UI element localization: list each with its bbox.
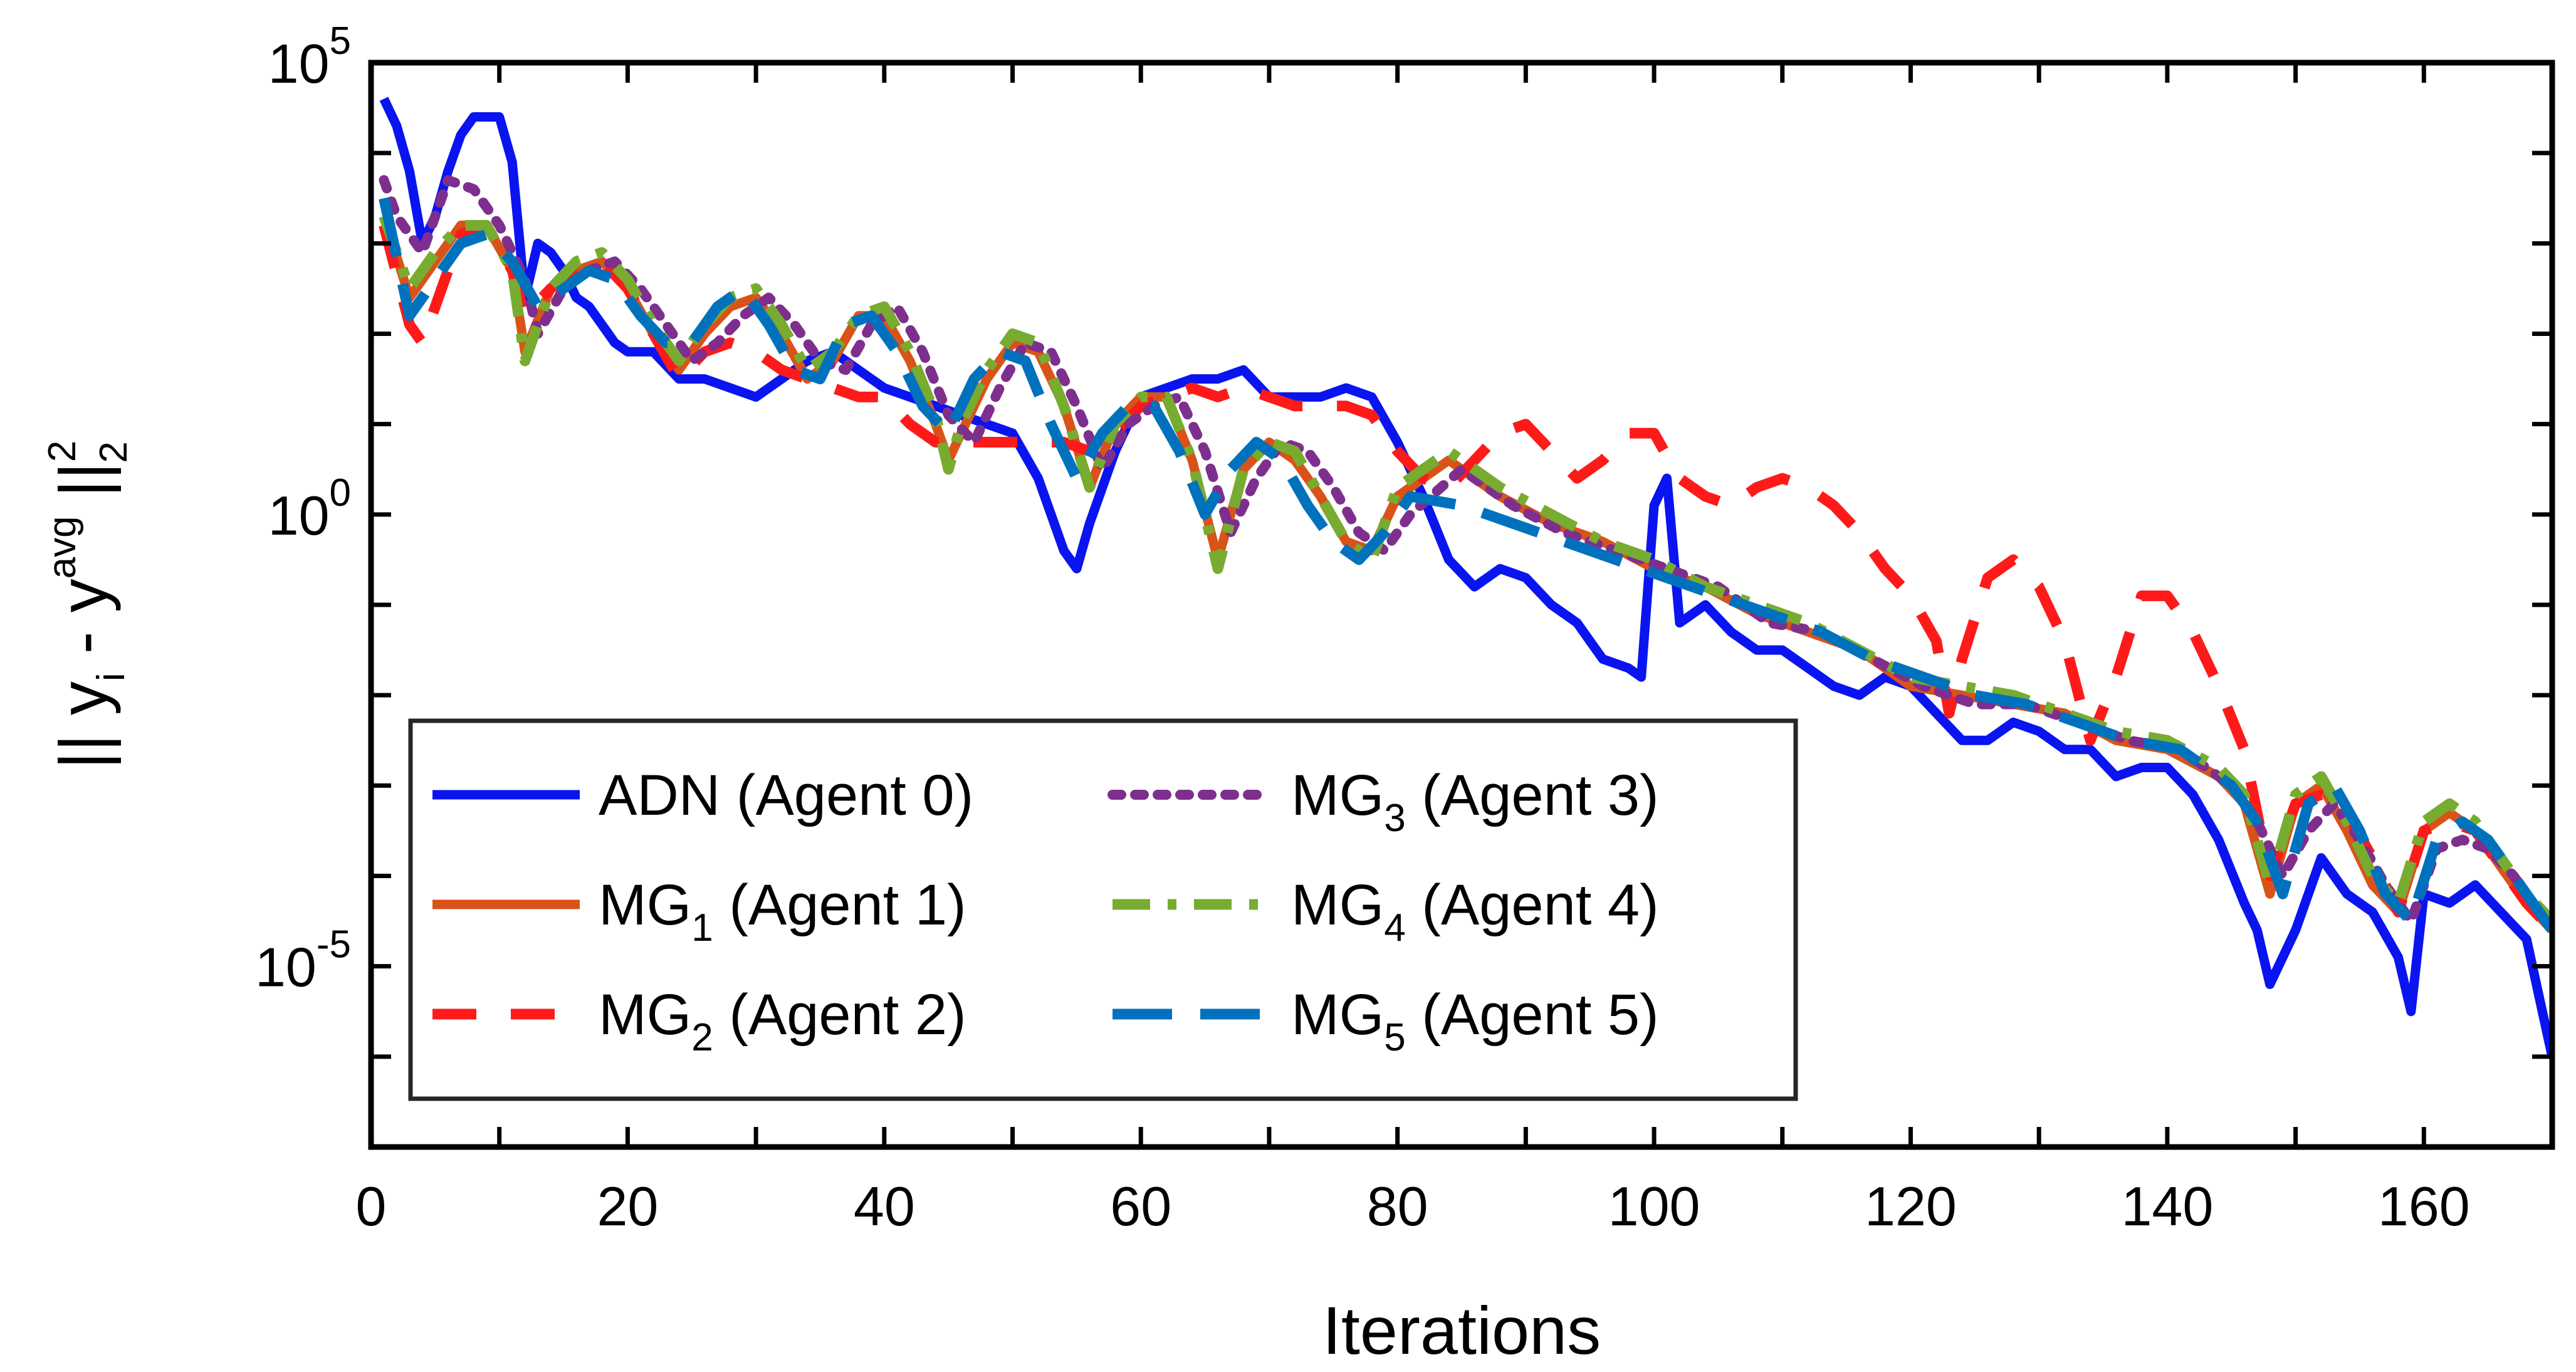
x-tick-label: 60 (1110, 1175, 1171, 1237)
legend-box (408, 718, 1798, 1101)
series-line-4 (379, 214, 2552, 925)
y-tick-label: 10-5 (255, 923, 351, 998)
legend-label-5: MG5 (Agent 5) (1291, 983, 1659, 1059)
x-tick-label: 100 (1608, 1175, 1700, 1237)
x-tick-label: 20 (597, 1175, 658, 1237)
legend-label-1: MG1 (Agent 1) (599, 873, 966, 950)
x-tick-label: 40 (854, 1175, 915, 1237)
y-tick-label: 100 (268, 471, 351, 547)
svg-text:|| yi - yavg ||22: || yi - yavg ||2 2 (41, 441, 135, 769)
x-tick-labels: 0 20 40 60 80 100 120 140 160 (356, 1175, 2470, 1237)
legend-label-4: MG4 (Agent 4) (1291, 873, 1659, 950)
ticks-layer (369, 60, 2555, 1149)
x-tick-label: 0 (356, 1175, 387, 1237)
y-tick-label: 105 (268, 19, 351, 95)
series-layer (379, 97, 2552, 1058)
legend-label-2: MG2 (Agent 2) (599, 983, 966, 1059)
legend-label-0: ADN (Agent 0) (599, 763, 973, 827)
legend: ADN (Agent 0) MG1 (Agent 1) MG2 (Agent 2) M… (408, 718, 1798, 1101)
y-axis-title: || yi - yavg ||2 2 (41, 441, 135, 769)
x-tick-label: 160 (2378, 1175, 2470, 1237)
x-tick-label: 120 (1865, 1175, 1957, 1237)
x-axis-title: Iterations (1322, 1292, 1601, 1368)
x-tick-label: 80 (1367, 1175, 1428, 1237)
x-tick-label: 140 (2121, 1175, 2213, 1237)
legend-label-3: MG3 (Agent 3) (1291, 763, 1659, 840)
series-line-0 (379, 97, 2552, 1058)
y-tick-labels: 10-5 100 105 (255, 19, 351, 998)
